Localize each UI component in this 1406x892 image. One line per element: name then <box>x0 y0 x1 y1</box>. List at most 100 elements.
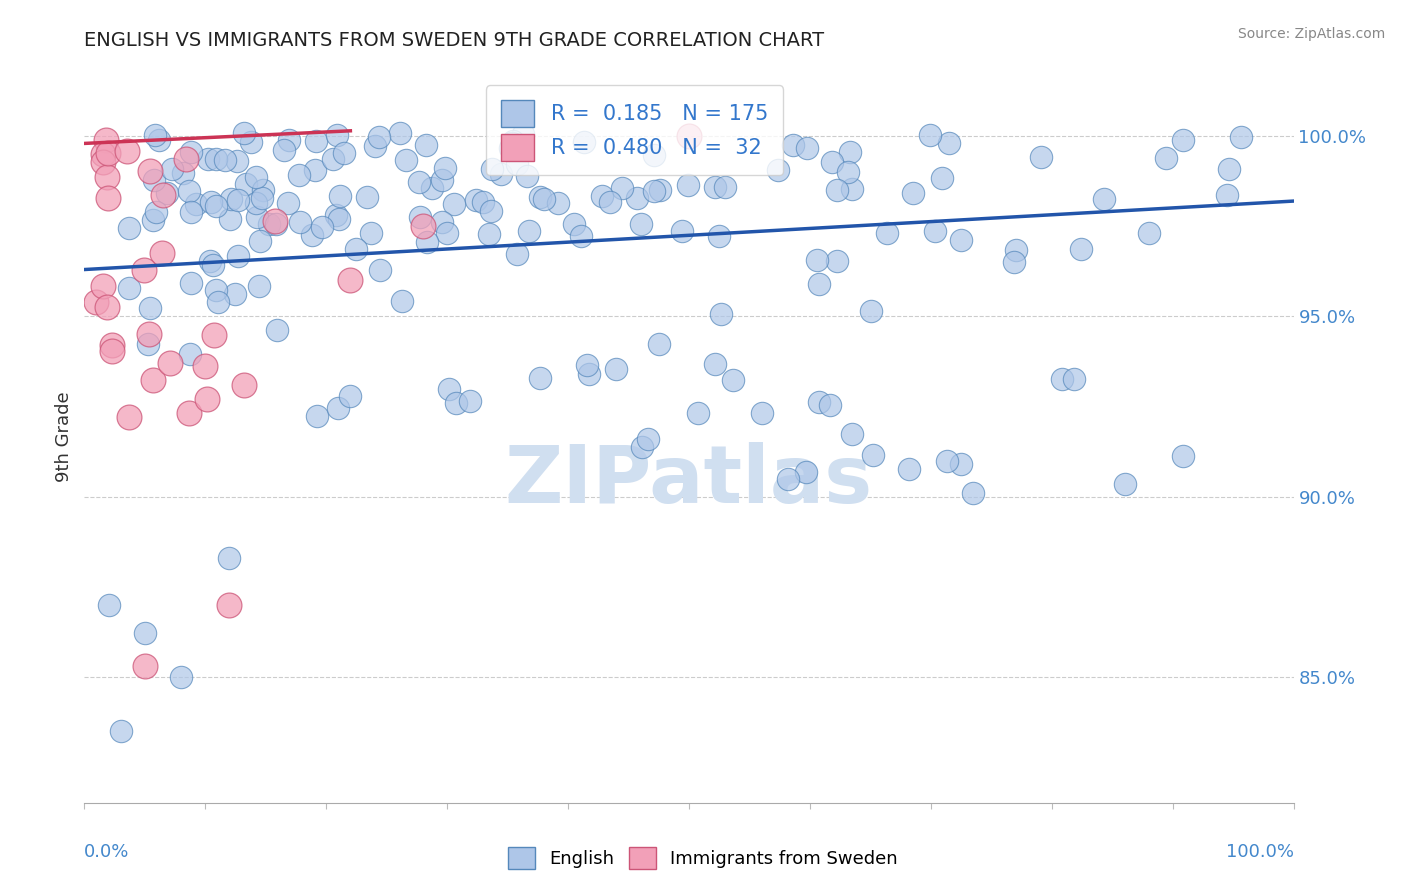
Point <box>266 217 288 231</box>
Point <box>408 211 430 225</box>
Point <box>1218 162 1240 177</box>
Point <box>134 659 156 673</box>
Point <box>686 407 709 421</box>
Point <box>1229 130 1251 145</box>
Point <box>949 233 972 247</box>
Point <box>91 155 114 169</box>
Point <box>245 169 267 184</box>
Point <box>97 598 120 612</box>
Point <box>138 301 160 316</box>
Point <box>796 141 818 155</box>
Point <box>148 133 170 147</box>
Point <box>501 136 523 151</box>
Point <box>512 127 534 141</box>
Point <box>325 208 347 222</box>
Point <box>142 373 165 387</box>
Point <box>807 277 830 292</box>
Point <box>252 191 274 205</box>
Point <box>412 219 434 234</box>
Point <box>643 184 665 198</box>
Point <box>145 204 167 219</box>
Text: 100.0%: 100.0% <box>1226 843 1294 861</box>
Point <box>626 191 648 205</box>
Point <box>252 183 274 197</box>
Point <box>97 191 120 205</box>
Point <box>170 670 193 684</box>
Point <box>235 177 257 191</box>
Point <box>333 146 356 161</box>
Point <box>575 358 598 372</box>
Point <box>138 326 160 341</box>
Point <box>117 281 139 295</box>
Point <box>232 378 254 392</box>
Point <box>1137 226 1160 240</box>
Point <box>198 254 221 268</box>
Point <box>328 211 350 226</box>
Point <box>721 373 744 387</box>
Point <box>226 249 249 263</box>
Point <box>517 224 540 238</box>
Point <box>356 190 378 204</box>
Point <box>257 217 280 231</box>
Point <box>219 192 242 206</box>
Point <box>443 197 465 211</box>
Point <box>180 205 202 219</box>
Point <box>924 224 946 238</box>
Point <box>344 242 367 256</box>
Point <box>506 157 529 171</box>
Point <box>710 307 733 321</box>
Point <box>207 295 229 310</box>
Point <box>226 193 249 207</box>
Point <box>533 193 555 207</box>
Point <box>837 165 859 179</box>
Point <box>776 472 799 486</box>
Point <box>218 550 240 565</box>
Point <box>599 195 621 210</box>
Text: ZIPatlas: ZIPatlas <box>505 442 873 520</box>
Point <box>139 164 162 178</box>
Point <box>226 153 249 168</box>
Point <box>249 234 271 248</box>
Legend: English, Immigrants from Sweden: English, Immigrants from Sweden <box>501 839 905 876</box>
Point <box>704 179 727 194</box>
Point <box>1114 477 1136 491</box>
Point <box>1171 133 1194 147</box>
Point <box>678 129 700 144</box>
Point <box>174 152 197 166</box>
Point <box>172 166 194 180</box>
Point <box>1063 371 1085 385</box>
Point <box>1171 449 1194 463</box>
Point <box>307 409 329 424</box>
Point <box>643 147 665 161</box>
Legend: R =  0.185   N = 175, R =  0.480   N =  32: R = 0.185 N = 175, R = 0.480 N = 32 <box>486 86 783 176</box>
Point <box>142 213 165 227</box>
Point <box>288 215 311 229</box>
Point <box>1050 372 1073 386</box>
Point <box>214 153 236 168</box>
Point <box>408 176 430 190</box>
Point <box>273 143 295 157</box>
Point <box>200 194 222 209</box>
Point <box>415 138 437 153</box>
Point <box>841 182 863 196</box>
Point <box>266 323 288 337</box>
Point <box>96 169 118 184</box>
Point <box>118 409 141 424</box>
Point <box>201 259 224 273</box>
Point <box>471 194 494 209</box>
Point <box>218 211 240 226</box>
Point <box>360 227 382 241</box>
Point <box>202 328 225 343</box>
Point <box>794 465 817 479</box>
Point <box>630 217 652 231</box>
Point <box>766 162 789 177</box>
Point <box>1154 151 1177 165</box>
Point <box>630 440 652 454</box>
Point <box>325 128 347 142</box>
Point <box>931 170 953 185</box>
Point <box>278 132 301 146</box>
Point <box>1070 242 1092 256</box>
Point <box>233 126 256 140</box>
Point <box>433 161 456 175</box>
Point <box>328 401 350 415</box>
